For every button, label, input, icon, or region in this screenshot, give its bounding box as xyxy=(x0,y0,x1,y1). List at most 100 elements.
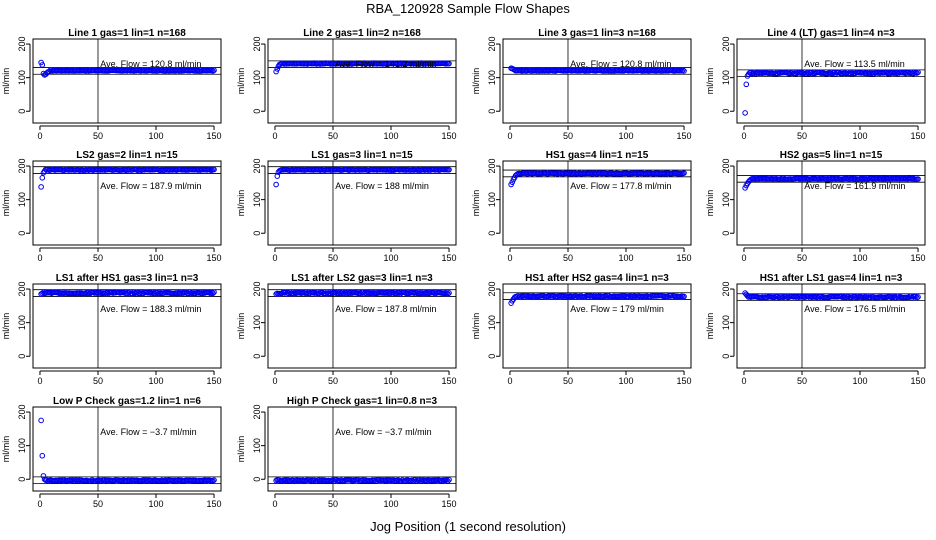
data-point xyxy=(446,290,452,296)
x-tick-label: 0 xyxy=(741,376,746,386)
panel-3: Line 3 gas=1 lin=3 n=168 0 50 100 150 0 100 200… xyxy=(471,28,692,141)
x-tick-label: 0 xyxy=(507,131,512,141)
avg-flow-annotation: Ave. Flow = 187.9 ml/min xyxy=(100,181,201,191)
x-tick-label: 150 xyxy=(207,376,222,386)
x-tick-label: 50 xyxy=(563,253,573,263)
plot-frame xyxy=(736,38,926,124)
y-tick-label: 0 xyxy=(721,109,731,114)
y-tick-label: 100 xyxy=(721,70,731,85)
panel-title: LS1 gas=3 lin=1 n=15 xyxy=(311,150,413,161)
panel-title: HS1 after LS1 gas=4 lin=1 n=3 xyxy=(760,273,903,284)
data-point xyxy=(446,476,452,483)
x-tick-label: 50 xyxy=(563,131,573,141)
x-tick-label: 50 xyxy=(563,376,573,386)
data-point xyxy=(681,68,687,74)
data-point xyxy=(446,166,452,173)
x-tick-label: 50 xyxy=(328,376,338,386)
x-tick-label: 0 xyxy=(272,499,277,509)
panel-13: Low P Check gas=1.2 lin=1 n=6 0 50 100 150 0 1… xyxy=(1,396,222,509)
x-tick-label: 50 xyxy=(328,499,338,509)
x-tick-label: 0 xyxy=(37,253,42,263)
x-tick-label: 50 xyxy=(797,131,807,141)
data-point xyxy=(210,290,216,297)
plot-frame xyxy=(32,38,222,124)
x-tick-label: 100 xyxy=(618,131,633,141)
panel-9: LS1 after HS1 gas=3 lin=1 n=3 0 50 100 150 0 1… xyxy=(1,273,222,386)
panel-11: HS1 after HS2 gas=4 lin=1 n=3 0 50 100 150 0 1… xyxy=(471,273,692,386)
y-axis-label: ml/min xyxy=(1,436,11,463)
x-tick-label: 100 xyxy=(148,376,163,386)
y-tick-label: 100 xyxy=(721,315,731,330)
y-axis-label: ml/min xyxy=(236,313,246,340)
x-tick-label: 150 xyxy=(207,499,222,509)
x-tick-label: 50 xyxy=(93,376,103,386)
panel-2: Line 2 gas=1 lin=2 n=168 0 50 100 150 0 100 200… xyxy=(236,28,457,141)
y-tick-label: 100 xyxy=(17,315,27,330)
panel-title: HS1 gas=4 lin=1 n=15 xyxy=(546,150,649,161)
data-point xyxy=(743,81,750,88)
y-tick-label: 200 xyxy=(487,282,497,297)
y-tick-label: 0 xyxy=(252,231,262,236)
panel-title: Line 1 gas=1 lin=1 n=168 xyxy=(68,28,186,39)
plot-frame xyxy=(736,160,926,246)
data-point xyxy=(668,292,675,299)
x-tick-label: 50 xyxy=(93,131,103,141)
plot-frame xyxy=(267,283,457,369)
data-point xyxy=(445,478,451,484)
avg-flow-annotation: Ave. Flow = 179 ml/min xyxy=(570,304,664,314)
data-point xyxy=(39,452,46,459)
panel-7: HS1 gas=4 lin=1 n=15 0 50 100 150 0 100 200 ml/m… xyxy=(471,150,692,263)
data-point xyxy=(40,70,47,77)
x-tick-label: 0 xyxy=(272,253,277,263)
data-point xyxy=(681,293,687,300)
panel-10: LS1 after LS2 gas=3 lin=1 n=3 0 50 100 150 0 1… xyxy=(236,273,457,386)
panel-title: LS2 gas=2 lin=1 n=15 xyxy=(76,150,178,161)
x-tick-label: 150 xyxy=(911,376,926,386)
data-point xyxy=(443,476,450,483)
y-tick-label: 0 xyxy=(17,354,27,359)
y-tick-label: 100 xyxy=(17,70,27,85)
y-tick-label: 200 xyxy=(721,37,731,52)
y-axis-label: ml/min xyxy=(471,190,481,217)
y-tick-label: 100 xyxy=(252,192,262,207)
y-tick-label: 0 xyxy=(17,477,27,482)
avg-flow-annotation: Ave. Flow = 113.5 ml/min xyxy=(804,59,904,69)
plot-frame xyxy=(502,160,692,246)
y-tick-label: 200 xyxy=(721,159,731,174)
x-tick-label: 150 xyxy=(442,131,457,141)
y-tick-label: 0 xyxy=(252,477,262,482)
panel-title: LS1 after LS2 gas=3 lin=1 n=3 xyxy=(291,273,433,284)
y-axis-label: ml/min xyxy=(705,313,715,340)
panel-title: Low P Check gas=1.2 lin=1 n=6 xyxy=(53,396,201,407)
x-tick-label: 0 xyxy=(37,131,42,141)
x-tick-label: 100 xyxy=(148,499,163,509)
avg-flow-annotation: Ave. Flow = 120.8 ml/min xyxy=(100,59,201,69)
panel-12: HS1 after LS1 gas=4 lin=1 n=3 0 50 100 150 0 1… xyxy=(705,273,926,386)
data-point xyxy=(912,293,919,300)
x-tick-label: 0 xyxy=(272,376,277,386)
panel-title: HS1 after HS2 gas=4 lin=1 n=3 xyxy=(525,273,669,284)
x-tick-label: 0 xyxy=(37,499,42,509)
panel-1: Line 1 gas=1 lin=1 n=168 0 50 100 150 0 100 200… xyxy=(1,28,222,141)
x-tick-label: 100 xyxy=(383,131,398,141)
y-tick-label: 200 xyxy=(17,37,27,52)
y-tick-label: 200 xyxy=(721,282,731,297)
y-axis-label: ml/min xyxy=(471,68,481,95)
data-point xyxy=(207,290,214,297)
avg-flow-annotation: Ave. Flow = −3.7 ml/min xyxy=(100,427,196,437)
avg-flow-annotation: Ave. Flow = 187.8 ml/min xyxy=(335,304,436,314)
panel-8: HS2 gas=5 lin=1 n=15 0 50 100 150 0 100 200 ml/m… xyxy=(705,150,926,263)
panel-title: High P Check gas=1 lin=0.8 n=3 xyxy=(287,396,438,407)
x-tick-label: 100 xyxy=(148,131,163,141)
data-point xyxy=(446,60,452,67)
y-tick-label: 0 xyxy=(252,354,262,359)
plot-frame xyxy=(32,160,222,246)
plot-frame xyxy=(32,283,222,369)
data-point xyxy=(211,477,217,483)
data-point xyxy=(38,417,44,424)
y-tick-label: 200 xyxy=(252,405,262,420)
x-tick-label: 150 xyxy=(677,131,692,141)
y-tick-label: 200 xyxy=(17,405,27,420)
x-tick-label: 0 xyxy=(37,376,42,386)
y-axis-label: ml/min xyxy=(236,436,246,463)
